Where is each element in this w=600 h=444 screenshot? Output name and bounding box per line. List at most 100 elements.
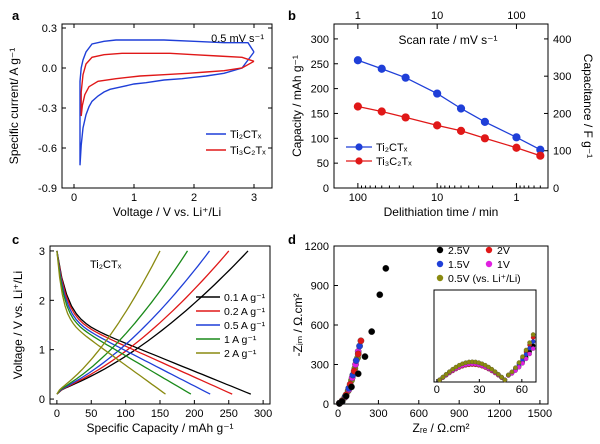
x-tick-label-b: 10 xyxy=(431,192,443,204)
nyquist-point xyxy=(354,350,362,358)
x-tick-label-d: 1500 xyxy=(528,408,552,420)
legend-label-d: 1.5V xyxy=(448,259,470,271)
y-tick-label-b: 0 xyxy=(323,183,329,195)
legend-label-a: Ti₂CTₓ xyxy=(230,129,262,141)
scan-rate-annotation-a: 0.5 mV s⁻¹ xyxy=(211,33,264,45)
rate-line-0 xyxy=(357,59,541,151)
y-tick-label-c: 2 xyxy=(39,295,45,307)
x-tick-label-a: 3 xyxy=(251,192,257,204)
y-tick-label-right-b: 0 xyxy=(553,183,559,195)
x-tick-label-c: 50 xyxy=(85,408,97,420)
inset-point xyxy=(486,364,491,370)
x-tick-label-d: 900 xyxy=(450,408,468,420)
y-tick-label-c: 0 xyxy=(39,394,45,406)
y-tick-label-right-b: 100 xyxy=(553,146,571,158)
y-tick-label-a: -0.3 xyxy=(38,103,57,115)
nyquist-point xyxy=(354,370,362,378)
rate-point-1 xyxy=(536,151,545,160)
inset-point xyxy=(499,374,504,380)
rate-point-1 xyxy=(456,126,466,135)
inset-point xyxy=(516,360,522,365)
legend-label-c: 0.5 A g⁻¹ xyxy=(224,320,266,332)
inset-point xyxy=(520,354,525,360)
x-tick-label-top-b: 100 xyxy=(507,10,525,22)
y-axis-label-right-b: Capacitance / F g⁻¹ xyxy=(581,54,595,158)
inset-point xyxy=(530,332,536,337)
nyquist-point xyxy=(361,353,369,360)
panel-letter-d: d xyxy=(288,232,296,247)
legend-label-a: Ti₃C₂Tₓ xyxy=(230,145,266,157)
y-tick-label-b: 250 xyxy=(311,59,329,71)
inset-point xyxy=(513,365,518,371)
x-axis-label-a: Voltage / V vs. Li⁺/Li xyxy=(113,205,221,219)
rate-point-1 xyxy=(353,102,362,111)
inset-point xyxy=(527,351,532,357)
y-axis-label-a: Specific current/ A g⁻¹ xyxy=(7,48,21,164)
legend-label-d: 0.5V (vs. Li⁺/Li) xyxy=(448,273,521,285)
x-tick-label-c: 250 xyxy=(220,408,238,420)
nyquist-point xyxy=(348,383,355,391)
legend-label-c: 0.1 A g⁻¹ xyxy=(224,292,266,304)
legend-marker-d xyxy=(485,246,493,254)
rate-point-1 xyxy=(512,143,521,152)
y-tick-label-a: 0.0 xyxy=(42,63,57,75)
x-tick-label-a: 1 xyxy=(131,192,137,204)
plot-frame-a xyxy=(61,23,273,189)
y-axis-label-b: Capacity / mAh g⁻¹ xyxy=(290,55,304,157)
legend-label-c: 1 A g⁻¹ xyxy=(224,334,257,346)
inset-point xyxy=(450,366,456,372)
inset-point xyxy=(523,347,529,353)
inset-point xyxy=(492,369,498,374)
charge-curve-2 xyxy=(56,250,211,395)
inset-point xyxy=(443,372,449,377)
rate-point-1 xyxy=(480,134,489,143)
cv-curve-ti3c2tx xyxy=(80,52,255,117)
charge-curve-1 xyxy=(56,250,230,395)
panel-letter-c: c xyxy=(12,232,19,247)
x-tick-label-d: 600 xyxy=(410,408,428,420)
y-axis-label-d: -Zᵢₘ / Ω.cm² xyxy=(291,294,305,357)
top-axis-label-b: Scan rate / mV s⁻¹ xyxy=(398,33,497,47)
x-tick-label-a: 2 xyxy=(191,192,197,204)
y-tick-label-d: 900 xyxy=(311,281,329,293)
y-tick-label-b: 100 xyxy=(311,133,329,145)
inset-point xyxy=(530,346,536,351)
rate-point-0 xyxy=(353,56,362,65)
legend-label-b: Ti₃C₂Tₓ xyxy=(376,156,412,168)
rate-point-1 xyxy=(377,107,386,116)
x-tick-label-c: 100 xyxy=(116,408,134,420)
legend-label-d: 2V xyxy=(497,245,510,257)
legend-label-d: 2.5V xyxy=(448,245,470,257)
discharge-curve-0 xyxy=(56,250,252,395)
nyquist-point xyxy=(342,392,350,400)
y-tick-label-d: 0 xyxy=(323,399,329,411)
y-tick-label-d: 300 xyxy=(311,360,329,372)
y-tick-label-b: 300 xyxy=(311,34,329,46)
y-tick-label-right-b: 400 xyxy=(553,34,571,46)
y-tick-label-c: 3 xyxy=(39,246,45,258)
cv-curve-ti2ctx xyxy=(79,39,255,166)
panel-letter-a: a xyxy=(12,8,20,23)
x-tick-label-c: 0 xyxy=(54,408,60,420)
plot-frame-b xyxy=(333,23,549,189)
x-tick-label-top-b: 10 xyxy=(431,10,443,22)
panel-b-rate-capacity: 100 10 1 1 10 100 0 50 100 150 200 250 300 0 100 200 300… xyxy=(290,10,595,219)
x-axis-label-b: Delithiation time / min xyxy=(384,205,499,219)
rate-point-0 xyxy=(377,64,386,73)
legend-marker-d xyxy=(436,274,444,282)
nyquist-point xyxy=(382,265,390,272)
inset-point xyxy=(489,366,495,372)
x-tick-label-d: 1200 xyxy=(487,408,511,420)
charge-curve-3 xyxy=(56,250,189,395)
inset-point xyxy=(440,374,446,380)
rate-point-1 xyxy=(433,121,442,130)
rate-point-0 xyxy=(512,133,521,142)
x-axis-label-c: Specific Capacity / mAh g⁻¹ xyxy=(86,421,233,435)
discharge-curve-1 xyxy=(56,250,233,395)
charge-curve-0 xyxy=(56,250,249,395)
inset-point xyxy=(509,369,515,375)
charge-curve-4 xyxy=(56,250,161,395)
inset-point xyxy=(437,377,442,383)
y-tick-label-b: 150 xyxy=(311,108,329,120)
